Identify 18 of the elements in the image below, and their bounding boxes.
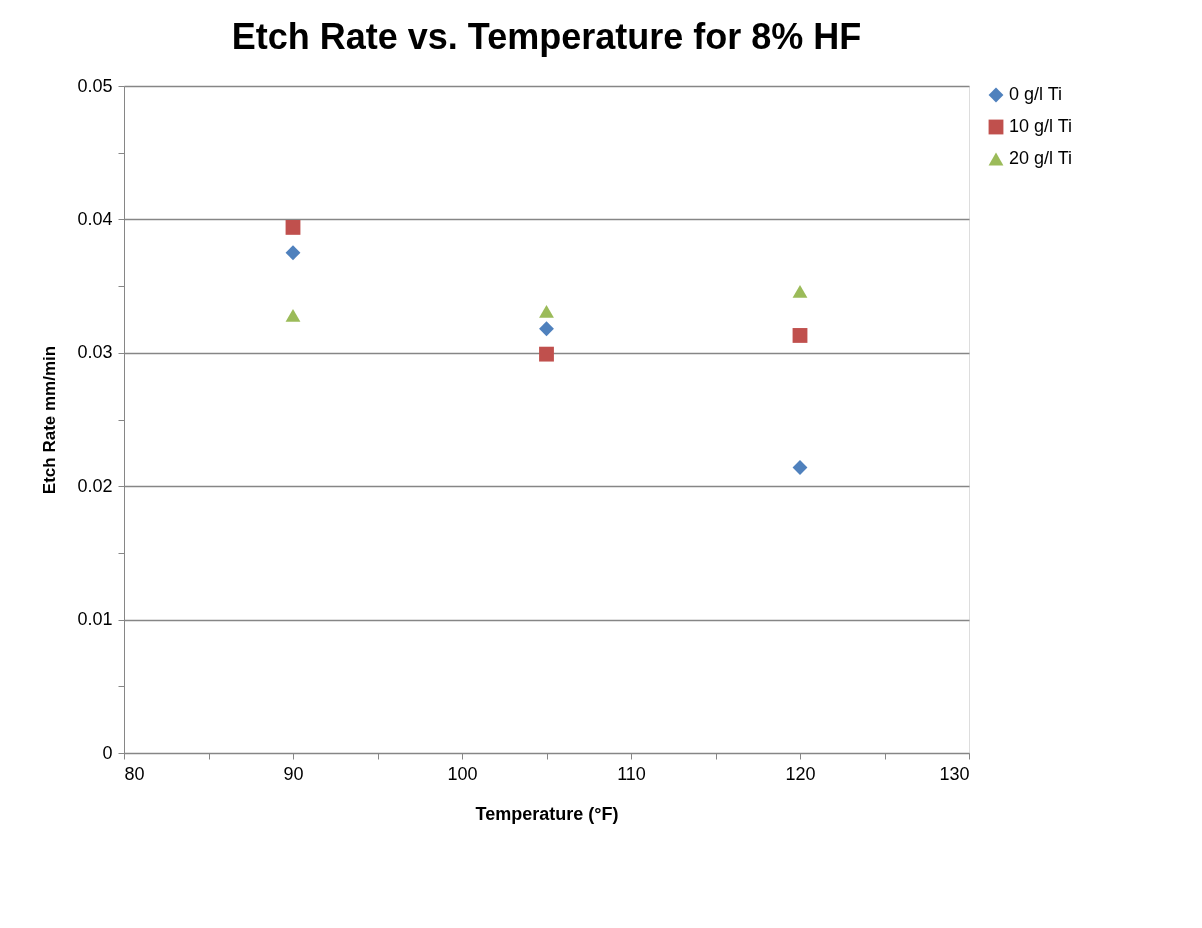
x-axis-title: Temperature (°F): [475, 803, 619, 824]
legend-label: 20 g/l Ti: [1009, 148, 1073, 168]
y-tick-label: 0.02: [77, 475, 113, 496]
chart-title: Etch Rate vs. Temperature for 8% HF: [231, 16, 862, 57]
x-tick-label: 100: [447, 763, 478, 784]
legend-label: 10 g/l Ti: [1009, 116, 1073, 136]
y-axis-title: Etch Rate mm/min: [40, 345, 60, 495]
y-tick-label: 0.05: [77, 75, 113, 96]
y-tick-label: 0.01: [77, 609, 113, 630]
y-tick-label: 0: [102, 742, 113, 763]
y-tick-label: 0.04: [77, 208, 113, 229]
x-tick-label: 120: [785, 763, 816, 784]
x-tick-label: 90: [283, 763, 304, 784]
x-tick-label: 130: [939, 763, 970, 784]
x-tick-label: 110: [617, 763, 646, 784]
y-tick-label: 0.03: [77, 342, 113, 363]
legend-label: 0 g/l Ti: [1009, 84, 1063, 104]
x-tick-label: 80: [124, 763, 145, 784]
